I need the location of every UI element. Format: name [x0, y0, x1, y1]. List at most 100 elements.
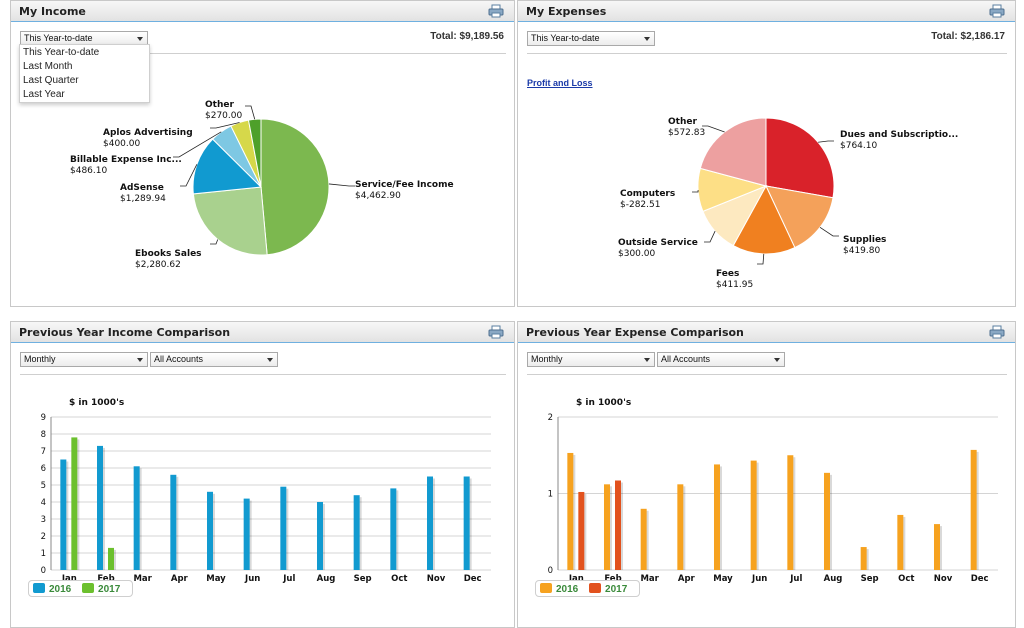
x-tick-label: Sep	[354, 574, 372, 584]
income-accounts-select[interactable]: All Accounts	[150, 352, 278, 367]
bar-shadow	[610, 486, 612, 570]
slice-label: Fees	[716, 269, 739, 279]
y-tick-label: 1	[41, 549, 46, 559]
dropdown-option[interactable]: Last Month	[23, 61, 73, 72]
pie-slice[interactable]	[192, 186, 268, 256]
bar[interactable]	[97, 445, 103, 570]
print-icon[interactable]	[488, 4, 504, 18]
expense-interval-select[interactable]: Monthly	[527, 352, 655, 367]
income-interval-select[interactable]: Monthly	[20, 352, 148, 367]
slice-value: $400.00	[103, 139, 140, 149]
bar[interactable]	[897, 514, 904, 570]
y-tick-label: 9	[41, 413, 46, 423]
select-value: This Year-to-date	[531, 33, 600, 43]
x-tick-label: Oct	[391, 574, 407, 584]
slice-label: Aplos Advertising	[103, 128, 193, 138]
legend-label: 2017	[605, 584, 628, 595]
leader-line	[245, 105, 256, 120]
bar[interactable]	[714, 464, 720, 570]
select-value: This Year-to-date	[24, 33, 93, 43]
chevron-down-icon	[267, 358, 273, 362]
bar[interactable]	[60, 459, 67, 571]
bar-shadow	[249, 500, 252, 570]
leader-line	[818, 140, 834, 143]
x-tick-label: Feb	[97, 574, 114, 584]
slice-value: $764.10	[840, 141, 877, 151]
bar[interactable]	[243, 498, 250, 570]
chevron-down-icon	[644, 358, 650, 362]
my-income-panel: My Income This Year-to-date Total: $9,18…	[10, 0, 515, 307]
pie-slice[interactable]	[699, 117, 767, 187]
divider	[20, 374, 506, 375]
profit-and-loss-link[interactable]: Profit and Loss	[527, 78, 593, 88]
bar[interactable]	[970, 449, 977, 570]
x-tick-label: May	[206, 574, 226, 584]
bar[interactable]	[615, 480, 621, 570]
select-value: All Accounts	[661, 354, 711, 364]
dropdown-option[interactable]: Last Year	[23, 89, 65, 100]
dropdown-option[interactable]: Last Quarter	[23, 75, 79, 86]
leader-line	[702, 125, 725, 133]
bar-shadow	[433, 478, 435, 570]
bar[interactable]	[170, 474, 177, 570]
bar[interactable]	[567, 452, 574, 570]
bar[interactable]	[353, 495, 360, 570]
expense-accounts-select[interactable]: All Accounts	[657, 352, 785, 367]
print-icon[interactable]	[488, 325, 504, 339]
dropdown-option[interactable]: This Year-to-date	[23, 47, 100, 58]
pie-slice[interactable]	[247, 118, 262, 188]
legend-item[interactable]: 2017	[82, 583, 120, 595]
income-legend: 2016 2017	[28, 580, 134, 597]
legend-item[interactable]: 2017	[589, 583, 628, 595]
pie-slice[interactable]	[765, 117, 835, 199]
y-tick-label: 2	[41, 532, 46, 542]
slice-label: Billable Expense Inc...	[70, 155, 182, 165]
panel-header: My Expenses	[518, 1, 1015, 22]
bar-shadow	[103, 447, 105, 570]
x-tick-label: Jul	[282, 574, 295, 584]
income-bar-chart: $ in 1000's 0 1 2 3 4 5 6 7 8 9 Jan Feb Mar Apr May Jun J…	[41, 398, 491, 584]
slice-label: Other	[668, 117, 697, 127]
expenses-period-select[interactable]: This Year-to-date	[527, 31, 655, 46]
bar-shadow	[66, 461, 69, 570]
bar[interactable]	[750, 460, 757, 570]
legend-label: 2016	[49, 584, 72, 595]
bar[interactable]	[71, 437, 78, 570]
legend-item[interactable]: 2016	[33, 583, 72, 595]
legend-label: 2016	[556, 584, 579, 595]
x-tick-label: Mar	[133, 574, 152, 584]
income-comparison-panel: Previous Year Income Comparison Monthly …	[10, 321, 515, 628]
bar[interactable]	[934, 524, 940, 570]
bar[interactable]	[390, 488, 397, 570]
legend-item[interactable]: 2016	[540, 583, 579, 595]
print-icon[interactable]	[989, 4, 1005, 18]
bar[interactable]	[787, 455, 794, 570]
bar-shadow	[903, 516, 906, 570]
panel-title: Previous Year Expense Comparison	[526, 326, 744, 339]
pie-slice[interactable]	[260, 118, 330, 256]
bar[interactable]	[280, 486, 287, 570]
bar[interactable]	[133, 466, 140, 570]
bar[interactable]	[463, 476, 470, 571]
bar[interactable]	[640, 508, 647, 570]
bar[interactable]	[578, 491, 585, 570]
bar[interactable]	[108, 547, 114, 570]
bar[interactable]	[207, 491, 213, 570]
print-icon[interactable]	[989, 325, 1005, 339]
chevron-down-icon	[774, 358, 780, 362]
bar-shadow	[286, 488, 289, 570]
bar[interactable]	[604, 484, 610, 570]
panel-title: Previous Year Income Comparison	[19, 326, 231, 339]
leader-line	[757, 253, 765, 265]
bar[interactable]	[677, 484, 684, 570]
bar-shadow	[573, 454, 576, 570]
leader-line	[819, 227, 839, 237]
bar[interactable]	[317, 502, 323, 570]
bar[interactable]	[824, 472, 830, 570]
pie-slice[interactable]	[765, 185, 834, 249]
bar[interactable]	[860, 547, 867, 570]
divider	[527, 374, 1007, 375]
pie-slice[interactable]	[192, 138, 263, 195]
bar[interactable]	[427, 476, 433, 571]
bar-shadow	[323, 504, 325, 570]
